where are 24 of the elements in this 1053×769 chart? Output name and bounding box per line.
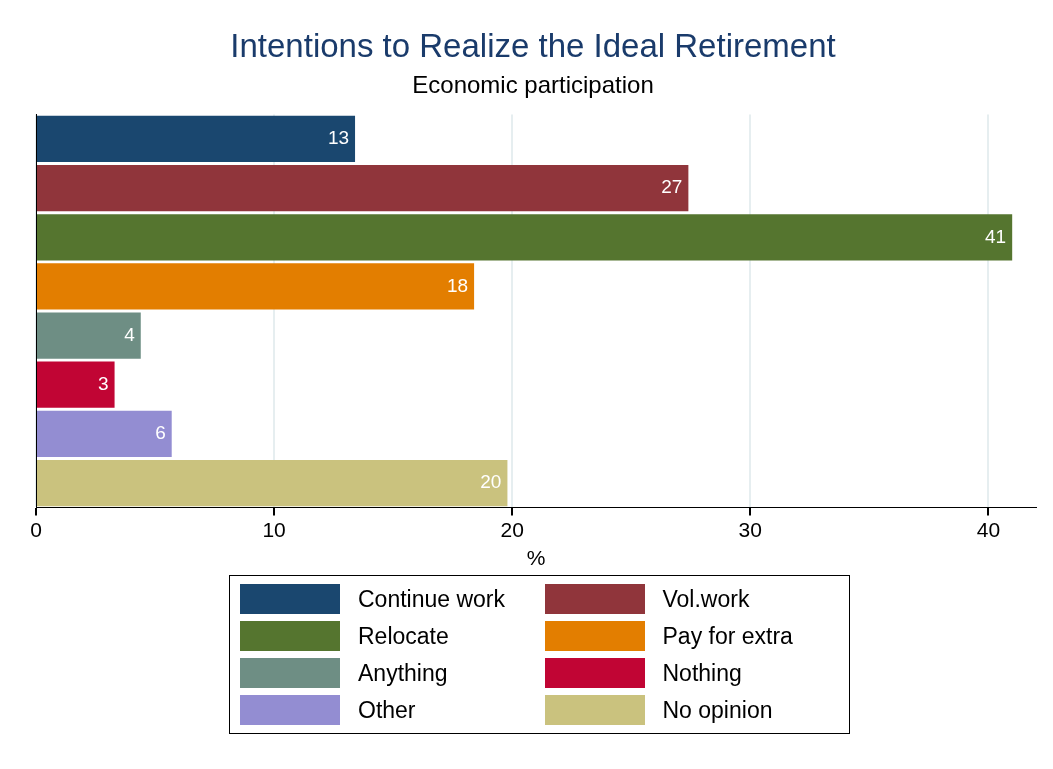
legend-label: No opinion	[662, 696, 773, 724]
x-axis-title: %	[526, 546, 546, 570]
data-label: 4	[124, 323, 136, 345]
data-label: 41	[985, 225, 1007, 247]
x-tick-label: 10	[262, 518, 286, 541]
x-tick-label: 0	[30, 518, 42, 541]
chart-title: Intentions to Realize the Ideal Retirement	[230, 26, 836, 64]
data-label: 13	[327, 127, 350, 149]
legend-label: Anything	[358, 659, 448, 687]
x-tick-label: 20	[500, 518, 524, 541]
x-tick-label: 30	[738, 518, 762, 541]
legend-label: Pay for extra	[662, 622, 793, 650]
legend-label: Other	[358, 696, 416, 724]
data-label: 20	[480, 471, 502, 493]
data-label: 27	[661, 176, 683, 198]
legend-label: Continue work	[358, 585, 506, 613]
chart-subtitle: Economic participation	[412, 70, 654, 98]
legend-label: Relocate	[358, 622, 449, 650]
legend-label: Vol.work	[662, 585, 750, 613]
data-label: 18	[446, 274, 469, 296]
data-label: 6	[155, 422, 166, 444]
x-tick-label: 40	[976, 518, 1001, 541]
data-label: 3	[97, 372, 109, 394]
legend-label: Nothing	[662, 659, 742, 687]
